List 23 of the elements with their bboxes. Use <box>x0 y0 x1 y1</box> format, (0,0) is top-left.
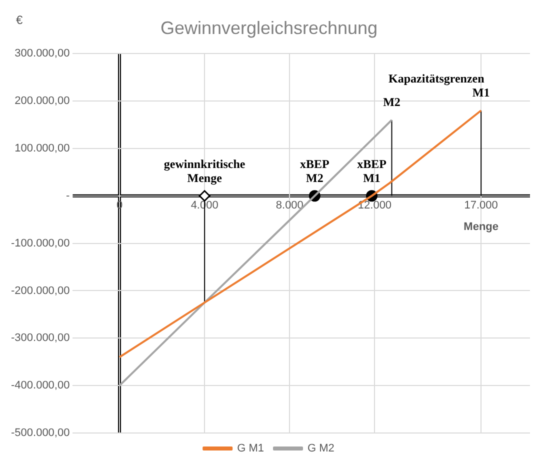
x-tick-label: 8.000 <box>276 200 304 212</box>
y-tick-label: -500.000,00 <box>11 427 70 440</box>
y-tick-label: 100.000,00 <box>14 142 70 154</box>
chart-title: Gewinnvergleichsrechnung <box>160 18 378 38</box>
annotation: Kapazitätsgrenzen <box>388 72 485 86</box>
x-tick-label: 17.000 <box>464 200 498 212</box>
y-tick-label: 300.000,00 <box>14 48 70 60</box>
y-tick-label: 200.000,00 <box>14 95 70 108</box>
legend-label: G M2 <box>308 442 334 455</box>
annotation: gewinnkritische Menge <box>164 156 246 185</box>
x-tick-label: 12.000 <box>358 200 392 212</box>
y-tick-label: -200.000,00 <box>11 284 70 297</box>
annotation: M1 <box>472 86 490 100</box>
y-tick-label: -100.000,00 <box>11 237 70 250</box>
y-axis-title: € <box>16 13 23 27</box>
legend-label: G M1 <box>237 442 264 455</box>
y-tick-label: -300.000,00 <box>11 332 70 344</box>
annotation: xBEP M1 <box>357 156 386 185</box>
x-axis-title: Menge <box>464 220 499 233</box>
y-tick-label: - <box>66 190 70 202</box>
annotation: M2 <box>383 94 400 109</box>
annotation: xBEP M2 <box>300 156 330 185</box>
y-tick-label: -400.000,00 <box>11 380 70 392</box>
